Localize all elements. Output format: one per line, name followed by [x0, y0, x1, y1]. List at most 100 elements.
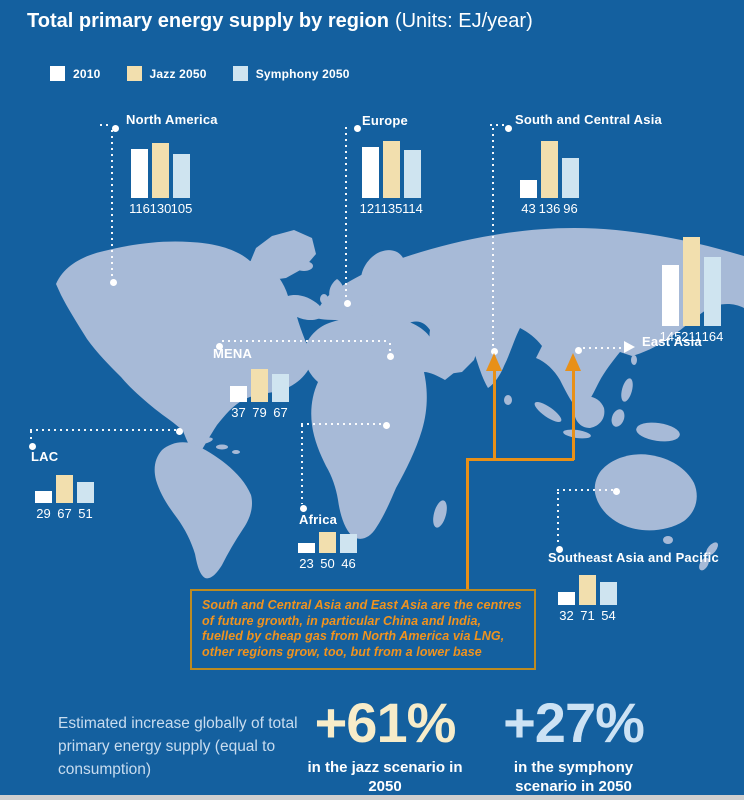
- bar-value: 50: [320, 556, 335, 571]
- region-bars-lac: [35, 475, 94, 503]
- landmass-sumatra: [534, 401, 562, 423]
- map-marker-dot-5: [176, 428, 183, 435]
- leader-hline-3: [222, 340, 390, 342]
- bar-2010: [362, 147, 379, 198]
- landmass-madagascar: [433, 500, 447, 528]
- landmass-taiwan: [631, 355, 637, 365]
- leader-vline-4: [30, 431, 32, 442]
- bar-jazz-2050: [383, 141, 400, 198]
- region-label-africa: Africa: [299, 512, 338, 527]
- arrow-up-east-asia-icon: [565, 353, 581, 371]
- region-label-south-and-central-asia: South and Central Asia: [515, 112, 662, 127]
- region-bars-north-america: [131, 143, 190, 198]
- leader-hline-5: [301, 423, 384, 425]
- leader-bullet-3: [216, 343, 223, 350]
- page-title-main: Total primary energy supply by region: [27, 10, 389, 32]
- arrow-up-south-asia-icon: [486, 353, 502, 371]
- leader-bullet-0: [112, 125, 119, 132]
- region-values-lac: 29 67 51: [35, 506, 94, 521]
- bar-value: 32: [559, 608, 574, 623]
- bar-value: 46: [341, 556, 356, 571]
- legend: 2010 Jazz 2050 Symphony 2050: [50, 66, 350, 81]
- region-label-north-america: North America: [126, 112, 218, 127]
- legend-label: Symphony 2050: [255, 66, 350, 81]
- leader-bullet-6: [556, 546, 563, 553]
- region-label-east-asia: East Asia: [642, 334, 702, 349]
- leader-vline-6: [557, 492, 559, 545]
- bar-2010: [35, 491, 52, 503]
- bar-jazz-2050: [152, 143, 169, 198]
- leader-hline-4: [30, 429, 177, 431]
- annotation-box: South and Central Asia and East Asia are…: [190, 589, 536, 670]
- region-bars-south-and-central-asia: [520, 141, 579, 198]
- legend-item-1: 2010: [50, 66, 101, 81]
- leader-bullet-1: [354, 125, 361, 132]
- legend-item-2: Jazz 2050: [126, 66, 207, 81]
- bar-value: 71: [580, 608, 595, 623]
- bar-2010: [230, 386, 247, 402]
- bar-jazz-2050: [683, 237, 700, 326]
- bar-value: 51: [78, 506, 93, 521]
- annotation-text: South and Central Asia and East Asia are…: [202, 598, 522, 659]
- map-marker-dot-7: [613, 488, 620, 495]
- landmass-new-zealand-north: [706, 542, 718, 556]
- map-marker-dot-4: [387, 353, 394, 360]
- map-marker-dot-0: [110, 279, 117, 286]
- legend-item-3: Symphony 2050: [232, 66, 350, 81]
- bar-value: 130: [149, 201, 172, 216]
- landmass-new-guinea: [636, 422, 680, 442]
- legend-label: 2010: [73, 66, 101, 81]
- bar-jazz-2050: [579, 575, 596, 605]
- landmass-sulawesi: [611, 409, 625, 427]
- bar-value: 164: [701, 329, 724, 344]
- bar-value: 145: [659, 329, 682, 344]
- leader-vline-5: [301, 425, 303, 504]
- stat-jazz-value: +61%: [314, 691, 457, 754]
- landmass-borneo: [574, 396, 605, 428]
- landmass-australia: [594, 454, 697, 531]
- region-values-north-america: 116 130 105: [129, 201, 192, 216]
- landmass-philippines: [621, 378, 633, 402]
- region-label-southeast-asia-and-pacific: Southeast Asia and Pacific: [548, 550, 719, 565]
- landmass-north-america: [56, 241, 326, 457]
- bar-2010: [298, 543, 315, 553]
- bar-symphony-2050: [340, 534, 357, 553]
- bar-2010: [558, 592, 575, 605]
- bar-2010: [520, 180, 537, 198]
- region-label-lac: LAC: [31, 449, 59, 464]
- region-values-mena: 37 79 67: [230, 405, 289, 420]
- stat-jazz-label: in the jazz scenario in 2050: [307, 759, 463, 795]
- leader-vline-3: [389, 343, 391, 354]
- region-bars-east-asia: [662, 237, 721, 326]
- footer-caption: Estimated increase globally of total pri…: [58, 715, 298, 778]
- bar-jazz-2050: [56, 475, 73, 503]
- region-values-southeast-asia-and-pacific: 32 71 54: [558, 608, 617, 623]
- region-bars-mena: [230, 369, 289, 402]
- bar-value: 54: [601, 608, 616, 623]
- region-values-africa: 23 50 46: [298, 556, 357, 571]
- landmass-tasmania: [663, 536, 673, 544]
- legend-swatch-icon: [50, 66, 65, 81]
- bar-value: 23: [299, 556, 314, 571]
- bottom-edge-strip: [0, 795, 744, 800]
- connector-vertical-to-box: [466, 458, 469, 591]
- bar-symphony-2050: [600, 582, 617, 605]
- page-title: Total primary energy supply by region (Un…: [27, 10, 533, 33]
- bar-jazz-2050: [251, 369, 268, 402]
- stat-symphony-value: +27%: [503, 691, 645, 754]
- stat-jazz: +61% in the jazz scenario in 2050: [300, 694, 470, 796]
- leader-bullet-4: [29, 443, 36, 450]
- region-values-south-and-central-asia: 43 136 96: [520, 201, 579, 216]
- bar-jazz-2050: [541, 141, 558, 198]
- bar-symphony-2050: [272, 374, 289, 402]
- stat-symphony-label: in the symphony scenario in 2050: [513, 759, 634, 795]
- map-marker-dot-3: [575, 347, 582, 354]
- east-asia-arrow-icon: [624, 341, 635, 353]
- page-title-units: (Units: EJ/year): [394, 10, 533, 32]
- bar-value: 121: [359, 201, 382, 216]
- leader-hline-0: [100, 124, 112, 126]
- leader-vline-2: [492, 128, 494, 348]
- region-bars-europe: [362, 141, 421, 198]
- landmass-cuba: [193, 437, 213, 445]
- region-values-europe: 121 135 114: [359, 201, 423, 216]
